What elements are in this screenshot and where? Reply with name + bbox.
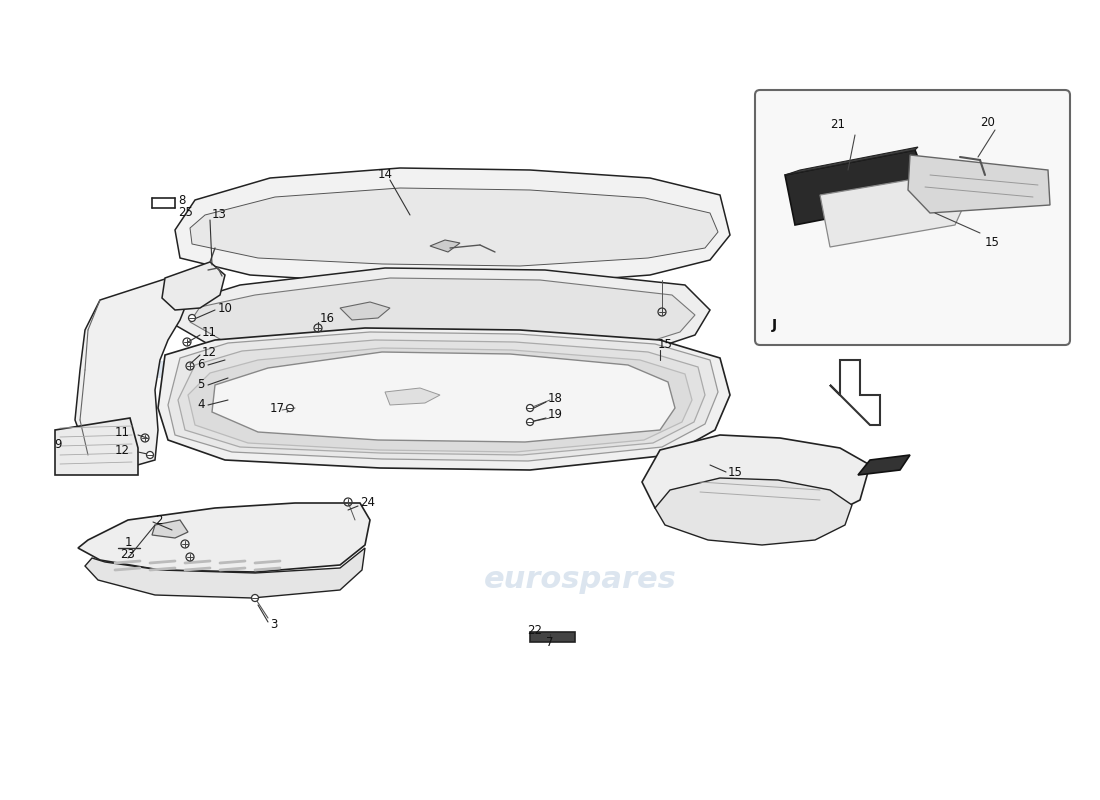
Text: J: J bbox=[772, 318, 777, 332]
Polygon shape bbox=[190, 188, 718, 266]
Polygon shape bbox=[820, 173, 965, 247]
FancyBboxPatch shape bbox=[755, 90, 1070, 345]
Text: 8: 8 bbox=[178, 194, 186, 206]
Text: 11: 11 bbox=[202, 326, 217, 338]
Text: 16: 16 bbox=[320, 311, 336, 325]
Polygon shape bbox=[430, 240, 460, 252]
Text: 17: 17 bbox=[270, 402, 285, 414]
Text: 22: 22 bbox=[527, 623, 542, 637]
Text: 4: 4 bbox=[198, 398, 205, 411]
Polygon shape bbox=[340, 302, 390, 320]
Text: eurospares: eurospares bbox=[123, 566, 317, 594]
Circle shape bbox=[286, 405, 294, 411]
Polygon shape bbox=[178, 340, 705, 455]
Polygon shape bbox=[162, 262, 226, 310]
Polygon shape bbox=[830, 360, 880, 425]
Polygon shape bbox=[642, 435, 870, 528]
Text: 23: 23 bbox=[121, 549, 135, 562]
Polygon shape bbox=[785, 147, 918, 175]
Polygon shape bbox=[385, 388, 440, 405]
Text: 18: 18 bbox=[548, 391, 563, 405]
Circle shape bbox=[188, 314, 196, 322]
Text: 7: 7 bbox=[547, 635, 553, 649]
Polygon shape bbox=[212, 352, 675, 442]
Text: eurospares: eurospares bbox=[484, 355, 676, 385]
Polygon shape bbox=[158, 328, 730, 470]
Polygon shape bbox=[85, 548, 365, 598]
Text: 9: 9 bbox=[54, 438, 62, 451]
Text: 15: 15 bbox=[658, 338, 673, 351]
Text: 5: 5 bbox=[198, 378, 205, 391]
Polygon shape bbox=[190, 278, 695, 353]
Text: 3: 3 bbox=[270, 618, 277, 631]
Polygon shape bbox=[858, 455, 910, 475]
Text: 14: 14 bbox=[377, 169, 393, 182]
Polygon shape bbox=[654, 478, 852, 545]
Text: 25: 25 bbox=[178, 206, 192, 218]
Polygon shape bbox=[175, 168, 730, 285]
Circle shape bbox=[527, 418, 534, 426]
Polygon shape bbox=[168, 332, 718, 461]
Text: 13: 13 bbox=[212, 209, 227, 222]
Polygon shape bbox=[175, 268, 710, 360]
Text: 11: 11 bbox=[116, 426, 130, 438]
Text: 20: 20 bbox=[980, 117, 996, 130]
Text: 19: 19 bbox=[548, 409, 563, 422]
Text: 21: 21 bbox=[830, 118, 846, 131]
Text: 24: 24 bbox=[360, 495, 375, 509]
Text: 6: 6 bbox=[198, 358, 205, 371]
Circle shape bbox=[527, 405, 534, 411]
Circle shape bbox=[252, 594, 258, 602]
Text: 2: 2 bbox=[155, 514, 163, 526]
Circle shape bbox=[146, 451, 154, 458]
Text: 1: 1 bbox=[124, 535, 132, 549]
Polygon shape bbox=[188, 348, 692, 452]
Text: eurospares: eurospares bbox=[123, 355, 317, 385]
Text: 12: 12 bbox=[202, 346, 217, 358]
Text: eurospares: eurospares bbox=[484, 566, 676, 594]
Text: 10: 10 bbox=[218, 302, 233, 314]
Polygon shape bbox=[908, 155, 1050, 213]
Polygon shape bbox=[530, 632, 575, 642]
Polygon shape bbox=[78, 503, 370, 572]
Text: 15: 15 bbox=[984, 237, 1000, 250]
Polygon shape bbox=[152, 520, 188, 538]
Polygon shape bbox=[785, 150, 925, 225]
Text: 15: 15 bbox=[728, 466, 743, 478]
Polygon shape bbox=[75, 278, 190, 470]
Polygon shape bbox=[55, 418, 138, 475]
Text: 12: 12 bbox=[116, 443, 130, 457]
